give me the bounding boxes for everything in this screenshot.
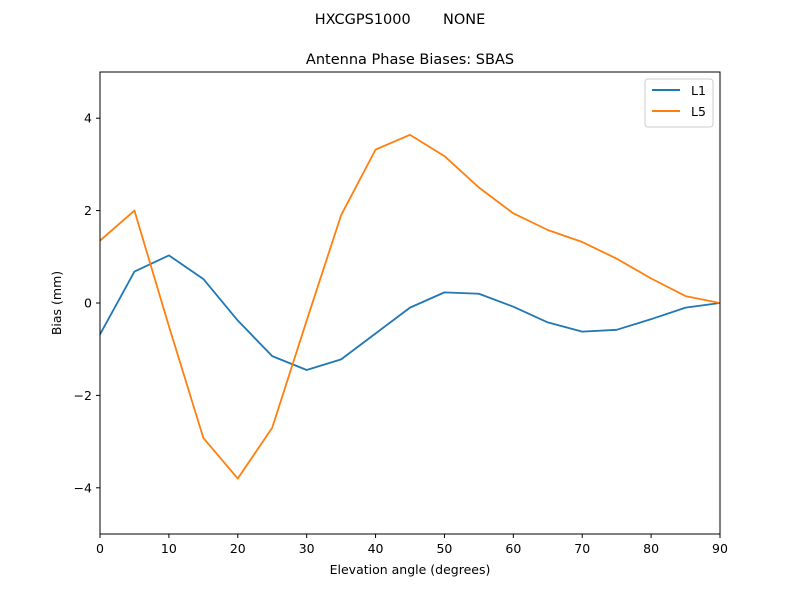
x-axis-ticks: 0 10 20 30 40 50 60 70 80 90 bbox=[96, 534, 728, 556]
y-tick-label: −4 bbox=[74, 480, 92, 495]
y-tick-label: 2 bbox=[84, 203, 92, 218]
legend: L1 L5 bbox=[644, 78, 714, 128]
y-axis-label: Bias (mm) bbox=[49, 271, 64, 335]
plot-area-frame bbox=[99, 71, 721, 535]
legend-label-l1: L1 bbox=[691, 83, 706, 98]
chart-title: Antenna Phase Biases: SBAS bbox=[306, 52, 514, 68]
x-tick-label: 90 bbox=[712, 541, 728, 556]
x-tick-label: 20 bbox=[230, 541, 246, 556]
x-tick-label: 10 bbox=[161, 541, 177, 556]
series-line-l1 bbox=[100, 254, 720, 371]
x-tick-label: 50 bbox=[436, 541, 452, 556]
x-tick-label: 70 bbox=[574, 541, 590, 556]
y-axis-ticks: −4 −2 0 2 4 bbox=[74, 111, 100, 495]
series-line-l5 bbox=[100, 133, 720, 480]
x-tick-label: 40 bbox=[368, 541, 384, 556]
x-tick-label: 0 bbox=[96, 541, 104, 556]
y-tick-label: 0 bbox=[84, 296, 92, 311]
x-tick-label: 30 bbox=[299, 541, 315, 556]
x-axis-label: Elevation angle (degrees) bbox=[330, 562, 491, 577]
x-tick-label: 60 bbox=[505, 541, 521, 556]
x-tick-label: 80 bbox=[643, 541, 659, 556]
legend-label-l5: L5 bbox=[691, 104, 706, 119]
figure-suptitle: HXCGPS1000 NONE bbox=[315, 12, 486, 28]
y-tick-label: −2 bbox=[74, 388, 92, 403]
y-tick-label: 4 bbox=[84, 111, 92, 126]
series-layer bbox=[100, 133, 720, 480]
